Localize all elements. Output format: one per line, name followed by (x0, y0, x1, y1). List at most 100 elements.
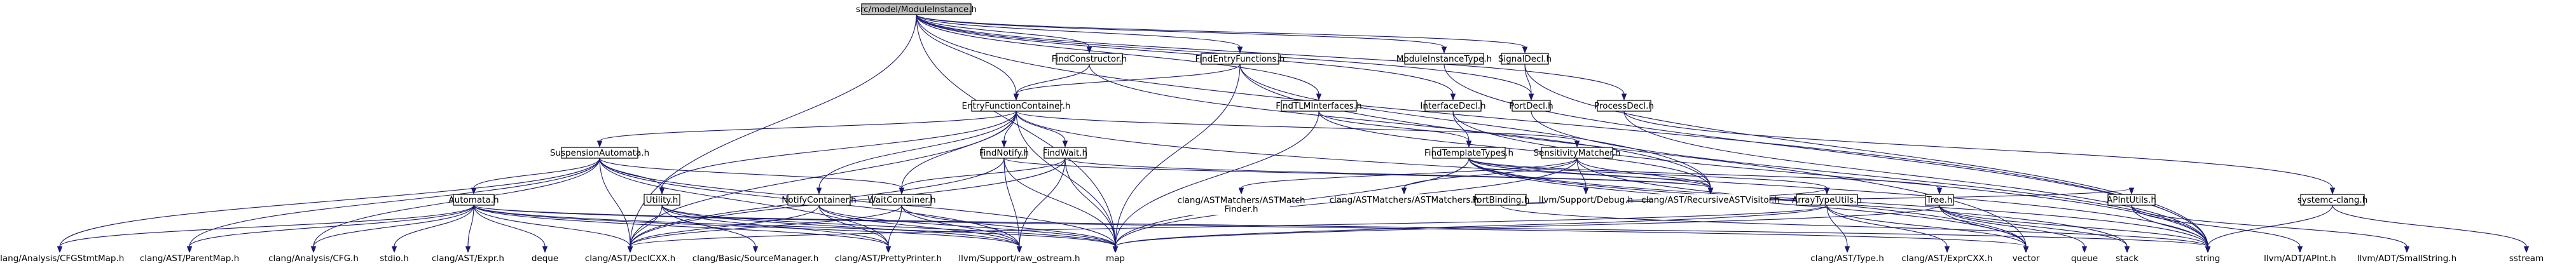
node-sensitivity-matcher[interactable]: SensitivityMatcher.h (1534, 147, 1621, 159)
node-apint: llvm/ADT/APInt.h (2264, 252, 2336, 264)
edge-find-wait-to-map (1064, 158, 1119, 253)
edge-find-notify-to-recursive-astvisitor (1003, 158, 1714, 195)
edge-automata-to-cfg (310, 205, 474, 253)
edge-tree-to-stack (1939, 205, 2130, 253)
node-find-notify[interactable]: FindNotify.h (979, 147, 1030, 159)
node-entry-function-container[interactable]: EntryFunctionContainer.h (962, 100, 1071, 112)
node-label: Utility.h (646, 195, 678, 205)
node-expr: clang/AST/Expr.h (432, 252, 504, 264)
edge-find-notify-to-rawostream (1003, 158, 1023, 253)
node-label: clang/AST/RecursiveASTVisitor.h (1641, 195, 1780, 205)
edge-tree-to-vector (1939, 205, 2029, 253)
node-label: llvm/ADT/SmallString.h (2357, 253, 2456, 264)
node-label: FindTemplateTypes.h (1424, 148, 1513, 158)
node-module-instance[interactable]: src/model/ModuleInstance.h (856, 3, 977, 15)
node-find-tlminterfaces[interactable]: FindTLMInterfaces.h (1276, 100, 1362, 112)
node-sstream: sstream (2509, 252, 2544, 264)
node-label: string (2196, 253, 2221, 264)
node-decl-cxx: clang/AST/DeclCXX.h (585, 252, 675, 264)
node-systemcclang[interactable]: systemc-clang.h (2297, 194, 2368, 206)
node-process-decl[interactable]: ProcessDecl.h (1594, 100, 1654, 112)
node-module-instance-type[interactable]: ModuleInstanceType.h (1396, 53, 1492, 65)
node-suspension-automata[interactable]: SuspensionAutomata.h (550, 147, 649, 159)
node-wait-container[interactable]: WaitContainer.h (867, 194, 936, 206)
node-port-binding[interactable]: PortBinding.h (1472, 194, 1530, 206)
node-parent-map: clang/AST/ParentMap.h (140, 252, 239, 264)
edge-entry-function-container-to-sensitivity-matcher (1016, 111, 1580, 148)
node-label: ProcessDecl.h (1594, 101, 1654, 111)
edge-wait-container-to-rawostream (901, 205, 1023, 253)
edge-entry-function-container-to-string (1016, 111, 2211, 253)
edge-module-instance-to-module-instance-type (916, 14, 1447, 54)
node-label: clang/ASTMatchers/ASTMatchers.h (1330, 195, 1479, 205)
node-label: llvm/Support/Debug.h (1539, 195, 1633, 205)
node-utility[interactable]: Utility.h (644, 194, 680, 206)
node-label: ArrayTypeUtils.h (1792, 195, 1862, 205)
node-apint-utils[interactable]: APIntUtils.h (2107, 194, 2156, 206)
node-label: FindConstructor.h (1052, 54, 1127, 64)
edge-apint-utils-to-apint (2131, 205, 2303, 253)
node-find-entry-functions[interactable]: FindEntryFunctions.h (1195, 53, 1285, 65)
node-label: Finder.h (1224, 205, 1258, 215)
node-label: SuspensionAutomata.h (550, 148, 649, 158)
node-label: WaitContainer.h (867, 195, 935, 205)
node-label: src/model/ModuleInstance.h (856, 4, 977, 15)
node-stdio: stdio.h (380, 252, 409, 264)
node-label: clang/AST/ParentMap.h (140, 253, 239, 264)
edge-array-type-utils-to-decl-cxx (627, 205, 1828, 253)
edge-suspension-automata-to-decl-cxx (599, 158, 633, 253)
node-label: SensitivityMatcher.h (1534, 148, 1621, 158)
node-automata[interactable]: Automata.h (448, 194, 499, 206)
node-array-type-utils[interactable]: ArrayTypeUtils.h (1792, 194, 1862, 206)
edge-array-type-utils-to-type (1826, 205, 1850, 253)
edge-utility-to-rawostream (661, 205, 1023, 253)
edge-process-decl-to-systemcclang (1623, 111, 2336, 195)
node-tree[interactable]: Tree.h (1925, 194, 1954, 206)
node-interface-decl[interactable]: InterfaceDecl.h (1420, 100, 1486, 112)
edge-sensitivity-matcher-to-astmatch-finder (1238, 158, 1578, 195)
node-label: sstream (2509, 253, 2544, 264)
node-expr-cxx: clang/AST/ExprCXX.h (1901, 252, 1993, 264)
edge-entry-function-container-to-utility (659, 111, 1017, 195)
node-find-constructor[interactable]: FindConstructor.h (1052, 53, 1127, 65)
edges-layer (57, 14, 2530, 253)
node-label: queue (2071, 253, 2098, 264)
node-notify-container[interactable]: NotifyContainer.h (782, 194, 857, 206)
node-find-wait[interactable]: FindWait.h (1043, 147, 1087, 159)
edge-port-decl-to-string (1531, 111, 2211, 253)
nodes-layer: src/model/ModuleInstance.h FindConstructo… (0, 3, 2544, 264)
node-label: ModuleInstanceType.h (1396, 54, 1492, 64)
node-label: APIntUtils.h (2107, 195, 2156, 205)
edge-find-tlminterfaces-to-map (1112, 111, 1319, 253)
node-label: EntryFunctionContainer.h (962, 101, 1071, 111)
edge-automata-to-expr (465, 205, 474, 253)
node-label: stdio.h (380, 253, 409, 264)
edge-tree-to-queue (1939, 205, 2088, 253)
edge-entry-function-container-to-find-wait (1016, 111, 1068, 148)
edge-module-instance-to-interface-decl (916, 14, 1456, 101)
edge-find-tlminterfaces-to-find-template-types (1318, 111, 1472, 148)
node-label: FindNotify.h (979, 148, 1030, 158)
node-small-string: llvm/ADT/SmallString.h (2357, 252, 2456, 264)
node-label: llvm/ADT/APInt.h (2264, 253, 2336, 264)
node-label: Tree.h (1926, 195, 1953, 205)
node-label: clang/AST/PrettyPrinter.h (835, 253, 942, 264)
node-vector: vector (2011, 252, 2041, 264)
edge-systemcclang-to-string (2205, 205, 2333, 253)
edge-automata-to-cfgstmt-map (57, 205, 474, 253)
edge-systemcclang-to-sstream (2332, 205, 2530, 253)
node-source-manager: clang/Basic/SourceManager.h (692, 252, 818, 264)
node-port-decl[interactable]: PortDecl.h (1509, 100, 1553, 112)
node-label: FindEntryFunctions.h (1195, 54, 1285, 64)
edge-suspension-automata-to-automata (471, 158, 600, 195)
node-signal-decl[interactable]: SignalDecl.h (1498, 53, 1552, 65)
node-label: Automata.h (448, 195, 499, 205)
node-label: deque (532, 253, 558, 264)
node-label: clang/AST/ExprCXX.h (1901, 253, 1992, 264)
edge-find-template-types-to-tree (1468, 158, 1943, 195)
edge-module-instance-to-signal-decl (916, 14, 1528, 54)
node-label: SignalDecl.h (1498, 54, 1552, 64)
node-find-template-types[interactable]: FindTemplateTypes.h (1424, 147, 1513, 159)
edge-module-instance-to-find-entry-functions (916, 14, 1243, 54)
